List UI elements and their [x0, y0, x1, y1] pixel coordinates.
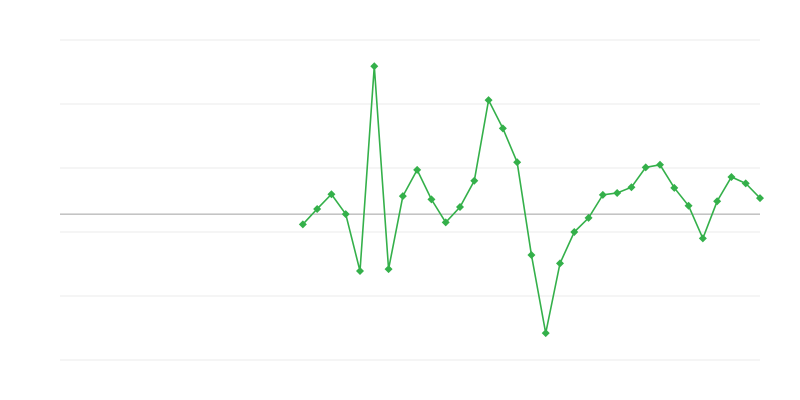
data-point: [541, 329, 550, 338]
data-point: [370, 62, 379, 71]
data-point: [641, 163, 650, 172]
data-point: [441, 218, 450, 227]
data-point: [684, 201, 693, 210]
data-point: [598, 190, 607, 199]
data-point: [470, 176, 479, 185]
data-point: [313, 204, 322, 213]
series-line: [302, 66, 761, 334]
data-point: [498, 124, 507, 133]
data-point: [327, 190, 336, 199]
data-point: [713, 197, 722, 206]
data-point: [627, 183, 636, 192]
data-point: [656, 160, 664, 169]
data-point: [698, 234, 707, 243]
data-point: [527, 251, 536, 260]
data-point: [384, 265, 393, 274]
data-point: [513, 158, 522, 167]
data-point: [570, 228, 579, 236]
data-point: [613, 188, 622, 197]
data-point: [741, 179, 750, 188]
data-point: [341, 210, 350, 219]
data-point: [356, 267, 364, 276]
data-point: [456, 203, 464, 212]
data-point: [727, 172, 736, 181]
data-point: [298, 220, 307, 229]
data-point: [584, 213, 593, 222]
data-point: [670, 183, 679, 192]
data-point: [398, 192, 407, 201]
data-point: [484, 96, 493, 105]
data-point: [427, 195, 436, 204]
data-point: [556, 259, 564, 268]
data-point: [756, 194, 764, 203]
data-point: [413, 165, 422, 174]
